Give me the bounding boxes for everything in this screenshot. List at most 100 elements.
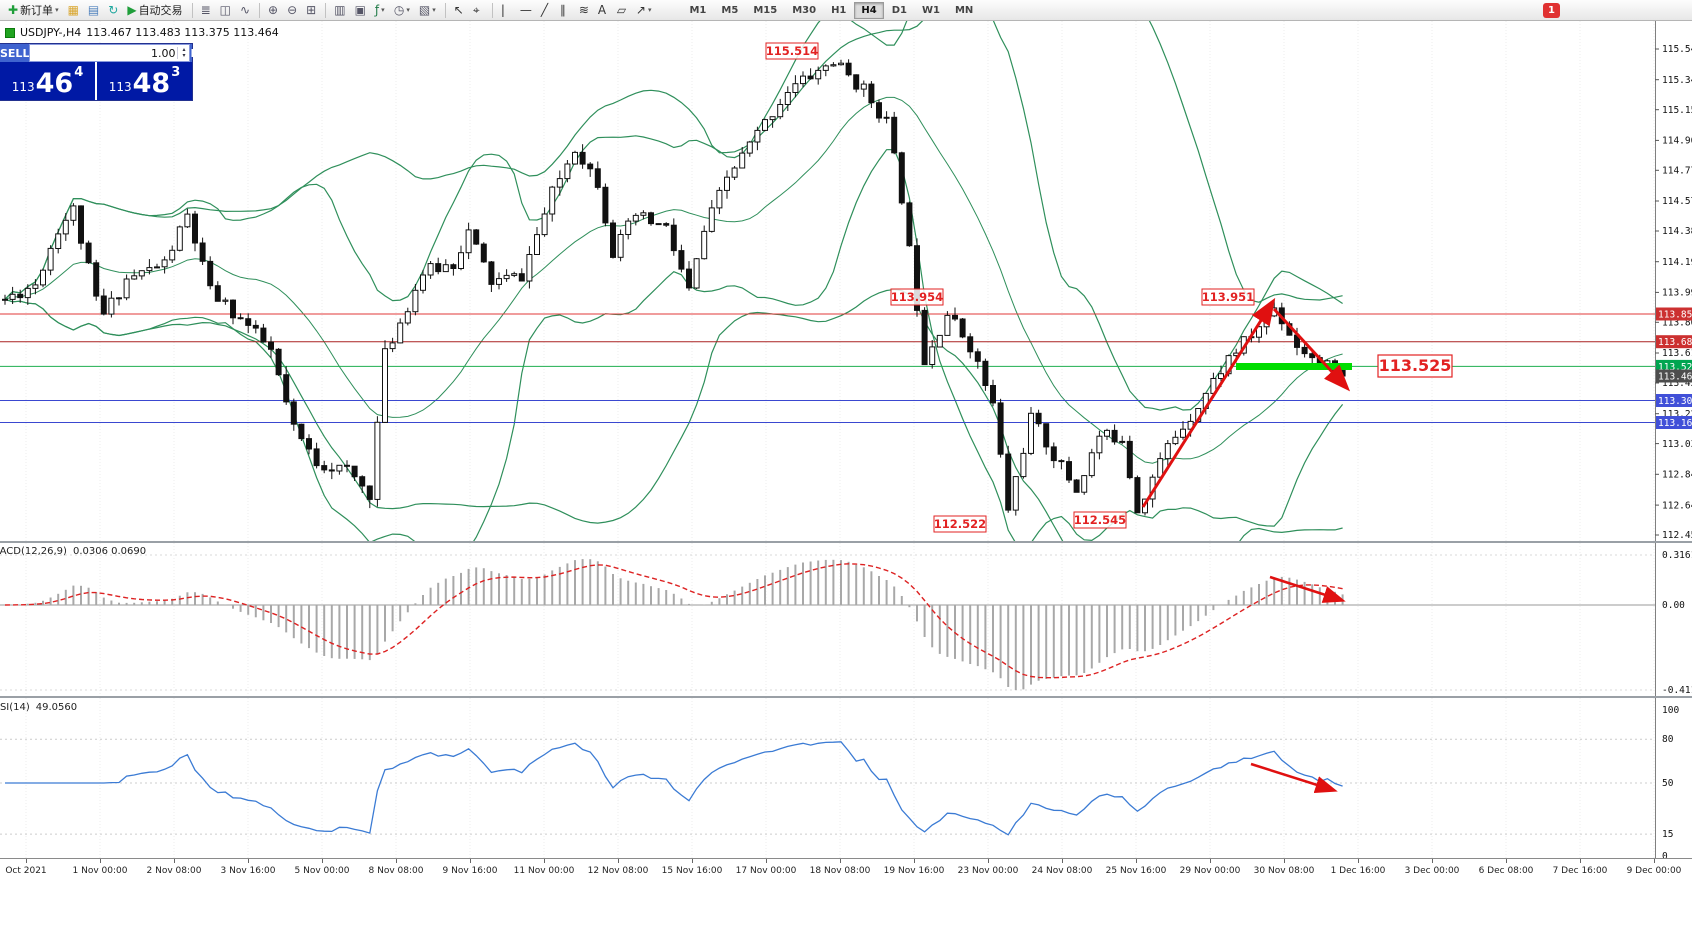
time-label: 6 Dec 08:00: [1478, 866, 1534, 876]
sell-price-prefix: 113: [11, 80, 35, 94]
indicators-button[interactable]: ƒ ▾: [371, 1, 389, 19]
candlestick-mode-button[interactable]: ◫: [216, 1, 235, 19]
svg-text:112.455: 112.455: [1662, 530, 1692, 541]
time-label: 15 Nov 16:00: [661, 866, 723, 876]
auto-trading-button[interactable]: ▶ 自动交易: [123, 1, 186, 19]
timeframe-h4-button[interactable]: H4: [854, 1, 884, 19]
refresh-button[interactable]: ↻: [104, 1, 122, 19]
crosshair-button[interactable]: ⌖: [469, 1, 487, 19]
trendline-button[interactable]: ╱: [537, 1, 555, 19]
horizontal-line-button[interactable]: —: [516, 1, 536, 19]
timeframe-m15-button[interactable]: M15: [753, 4, 778, 16]
templates-button[interactable]: ▧ ▾: [415, 1, 440, 19]
zoom-out-button[interactable]: ⊖: [283, 1, 301, 19]
ohlc-values: 113.467 113.483 113.375 113.464: [86, 26, 279, 39]
vertical-line-button[interactable]: |: [497, 1, 515, 19]
arrows-tool-button[interactable]: ↗ ▾: [632, 1, 656, 19]
volume-down-button[interactable]: ▾: [182, 52, 186, 59]
timeframe-d1-button[interactable]: D1: [891, 4, 907, 16]
time-label: 1 Nov 00:00: [72, 866, 128, 876]
sell-button[interactable]: SELL: [0, 46, 30, 60]
svg-text:113.951: 113.951: [1202, 290, 1254, 304]
main-price-chart[interactable]: 115.514 113.954 113.951 112.522 112.545 113.5…: [0, 21, 1692, 543]
time-label: 9 Dec 00:00: [1626, 866, 1682, 876]
panel-splitter[interactable]: [0, 541, 1692, 543]
zoom-in-button[interactable]: ⊕: [264, 1, 282, 19]
toolbar-separator: [491, 2, 493, 18]
track-chart-button[interactable]: ▣: [351, 1, 370, 19]
price-annotation[interactable]: 112.545: [1073, 511, 1127, 529]
trend-arrow[interactable]: [1141, 297, 1276, 508]
auto-arrange-button[interactable]: ▥: [330, 1, 349, 19]
svg-text:114.575: 114.575: [1662, 196, 1692, 207]
buy-price-sup: 3: [171, 65, 181, 80]
svg-text:113.954: 113.954: [891, 290, 943, 304]
chart-window-button[interactable]: ▦: [64, 1, 83, 19]
buy-price-display[interactable]: 113 48 3: [97, 62, 192, 100]
text-button[interactable]: A: [594, 1, 612, 19]
volume-input[interactable]: [30, 46, 178, 60]
periods-button[interactable]: ◷ ▾: [390, 1, 414, 19]
trend-arrow[interactable]: [1250, 762, 1338, 794]
big-price-annotation[interactable]: 113.525: [1377, 354, 1453, 378]
fibonacci-button[interactable]: ≋: [575, 1, 593, 19]
svg-text:113.858: 113.858: [1658, 310, 1692, 321]
timeframe-m30-button[interactable]: M30: [792, 4, 817, 16]
periods-icon: ◷: [393, 3, 405, 17]
time-label: 12 Nov 08:00: [587, 866, 649, 876]
price-annotation[interactable]: 113.954: [890, 288, 944, 306]
svg-text:115.540: 115.540: [1662, 44, 1692, 55]
price-annotation[interactable]: 113.951: [1201, 288, 1255, 306]
svg-text:114.960: 114.960: [1662, 136, 1692, 147]
new-order-button[interactable]: ✚ 新订单 ▾: [4, 1, 63, 19]
svg-text:113.525: 113.525: [1658, 362, 1692, 373]
timeframe-w1-button[interactable]: W1: [921, 4, 940, 16]
timeframe-m5-button[interactable]: M5: [721, 4, 739, 16]
channel-icon: ∥: [559, 3, 566, 17]
time-label: 1 Dec 16:00: [1330, 866, 1386, 876]
svg-text:113.225: 113.225: [1662, 409, 1692, 420]
tile-windows-icon: ⊞: [306, 3, 317, 17]
svg-text:115.514: 115.514: [766, 44, 818, 58]
svg-text:112.545: 112.545: [1074, 513, 1126, 527]
channel-button[interactable]: ∥: [556, 1, 574, 19]
volume-up-button[interactable]: ▴: [182, 46, 186, 53]
svg-text:114.190: 114.190: [1662, 257, 1692, 268]
notification-badge[interactable]: 1: [1543, 3, 1560, 18]
rsi-panel[interactable]: 100 80 50 15 0: [0, 698, 1692, 858]
buy-price-prefix: 113: [108, 80, 132, 94]
svg-text:-0.4115: -0.4115: [1662, 685, 1692, 696]
cursor-button[interactable]: ↖: [450, 1, 468, 19]
rsi-name: RSI(14): [0, 702, 30, 713]
green-highlight-segment[interactable]: [1236, 363, 1352, 370]
price-annotation[interactable]: 115.514: [765, 42, 819, 60]
time-label: 8 Nov 08:00: [368, 866, 424, 876]
line-chart-mode-button[interactable]: ∿: [236, 1, 254, 19]
time-label: 25 Nov 16:00: [1105, 866, 1167, 876]
tile-windows-button[interactable]: ⊞: [302, 1, 320, 19]
timeframe-buttons: M1 M5 M15 M30 H1 H4 D1 W1 MN: [682, 1, 981, 19]
panel-splitter[interactable]: [0, 696, 1692, 698]
trend-arrow[interactable]: [1272, 307, 1351, 392]
bar-chart-mode-button[interactable]: ≣: [197, 1, 215, 19]
timeframe-mn-button[interactable]: MN: [954, 4, 974, 16]
buy-price-big: 48: [132, 68, 171, 99]
time-axis[interactable]: Oct 2021 1 Nov 00:00 2 Nov 08:00 3 Nov 16:0…: [0, 858, 1692, 878]
price-annotation[interactable]: 112.522: [933, 515, 987, 533]
timeframe-m1-button[interactable]: M1: [689, 4, 707, 16]
svg-text:113.525: 113.525: [1379, 356, 1452, 375]
toolbar-buttons: ✚ 新订单 ▾ ▦ ▤ ↻ ▶ 自动交易 ≣ ◫ ∿ ⊕ ⊖ ⊞ ▥ ▣ ƒ ▾ ◷ ▾ ▧ ▾ ↖ ⌖ | — ╱ ∥ ≋ A ▱ ↗ ▾: [4, 1, 656, 19]
time-label: 19 Nov 16:00: [883, 866, 945, 876]
sell-price-display[interactable]: 113 46 4: [0, 62, 95, 100]
text-label-button[interactable]: ▱: [613, 1, 631, 19]
volume-spinner: ▴ ▾: [177, 47, 189, 59]
svg-text:0: 0: [1662, 851, 1668, 858]
time-label: 3 Nov 16:00: [220, 866, 276, 876]
buy-button[interactable]: BUY: [190, 46, 216, 60]
trend-arrow[interactable]: [1269, 575, 1346, 603]
macd-panel[interactable]: 0.3161 0.00 -0.4115: [0, 543, 1692, 696]
svg-text:0.00: 0.00: [1662, 600, 1685, 611]
timeframe-h1-button[interactable]: H1: [831, 4, 847, 16]
profile-button[interactable]: ▤: [84, 1, 103, 19]
time-label: 9 Nov 16:00: [442, 866, 498, 876]
